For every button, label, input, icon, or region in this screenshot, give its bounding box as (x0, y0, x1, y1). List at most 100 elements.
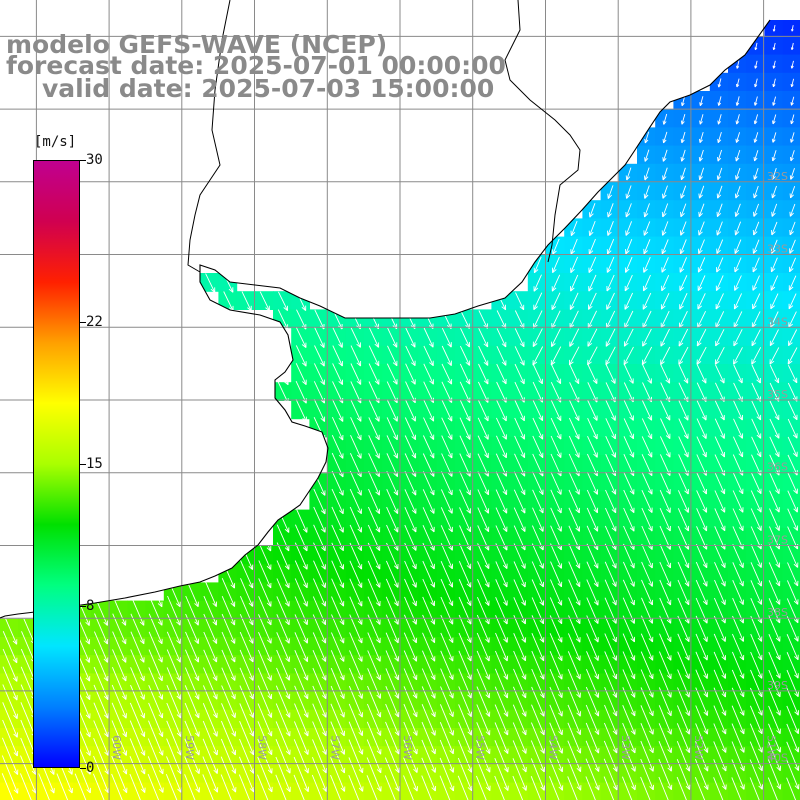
wind-arrow (202, 720, 218, 756)
wind-arrow (677, 508, 690, 532)
wind-arrow (787, 347, 798, 365)
wind-arrow (623, 418, 635, 440)
wind-arrow (696, 400, 707, 421)
field-cell (764, 72, 784, 92)
wind-arrow (2, 648, 18, 682)
wind-arrow (750, 669, 763, 698)
field-cell (582, 236, 602, 256)
field-cell (582, 345, 602, 365)
wind-arrow (513, 597, 526, 625)
wind-arrow (458, 650, 472, 680)
wind-arrow (694, 777, 706, 800)
field-cell (728, 182, 747, 201)
field-cell (655, 254, 674, 274)
field-cell (673, 345, 693, 365)
wind-arrow (531, 650, 545, 680)
wind-arrow (568, 597, 581, 625)
wind-arrow (736, 60, 740, 69)
wind-arrow (366, 721, 382, 755)
wind-arrow (386, 524, 399, 551)
wind-arrow (676, 776, 687, 800)
wind-arrow (220, 774, 232, 800)
wind-arrow (294, 614, 309, 644)
wind-arrow (423, 399, 435, 422)
wind-arrow (223, 273, 234, 293)
field-cell (728, 72, 747, 92)
wind-arrow (790, 132, 795, 143)
field-cell (655, 127, 674, 147)
wind-arrow (384, 775, 396, 800)
wind-arrow (513, 507, 526, 532)
colorbar-tick-mark (80, 160, 86, 161)
field-cell (582, 273, 602, 292)
wind-arrow (1, 755, 19, 794)
wind-arrow (622, 633, 636, 661)
wind-arrow (694, 759, 709, 790)
wind-arrow (421, 668, 436, 699)
wind-arrow (129, 738, 146, 775)
wind-arrow (717, 96, 722, 106)
wind-arrow (348, 703, 364, 737)
wind-arrow (786, 616, 799, 642)
wind-arrow (659, 436, 671, 458)
wind-arrow (530, 776, 542, 800)
wind-arrow (622, 669, 636, 698)
wind-arrow (658, 741, 673, 772)
wind-arrow (203, 595, 218, 626)
wind-arrow (367, 632, 381, 662)
wind-arrow (367, 596, 381, 625)
field-cell (782, 673, 800, 693)
wind-arrow (768, 580, 781, 605)
wind-arrow (585, 686, 600, 717)
wind-arrow (640, 615, 654, 643)
wind-arrow (567, 633, 581, 661)
wind-arrow (607, 185, 614, 199)
wind-arrow (312, 650, 327, 681)
wind-arrow (734, 257, 742, 273)
wind-arrow (275, 756, 291, 793)
wind-arrow (257, 774, 269, 800)
wind-arrow (606, 274, 615, 292)
wind-arrow (532, 417, 544, 440)
wind-arrow (312, 739, 327, 774)
wind-arrow (276, 649, 291, 681)
wind-arrow (387, 345, 398, 367)
wind-arrow (332, 363, 344, 385)
wind-arrow (349, 488, 362, 515)
field-cell (618, 291, 638, 310)
wind-arrow (348, 721, 364, 755)
wind-arrow (714, 562, 726, 587)
wind-arrow (2, 684, 18, 720)
wind-arrow (586, 579, 599, 606)
wind-arrow (476, 704, 491, 736)
wind-arrow (732, 597, 744, 624)
wind-arrow (404, 596, 417, 625)
wind-arrow (367, 542, 381, 570)
wind-arrow (679, 257, 688, 273)
field-cell (782, 236, 800, 256)
field-cell (655, 163, 674, 183)
field-cell (709, 145, 729, 165)
wind-arrow (312, 632, 327, 662)
wind-arrow (715, 275, 724, 291)
field-cell (527, 327, 547, 347)
wind-arrow (495, 417, 507, 440)
wind-arrow (677, 543, 690, 569)
wind-arrow (607, 221, 614, 236)
wind-arrow (680, 113, 686, 125)
wind-arrow (184, 774, 196, 800)
field-cell (673, 109, 693, 128)
field-cell (637, 218, 656, 238)
wind-arrow (569, 292, 579, 310)
wind-arrow (551, 256, 560, 274)
wind-arrow (769, 418, 780, 439)
wind-arrow (786, 634, 799, 661)
wind-arrow (476, 597, 490, 625)
wind-arrow (276, 614, 290, 644)
coastline (0, 0, 771, 619)
wind-arrow (349, 560, 363, 588)
wind-arrow (698, 149, 704, 162)
wind-arrow (531, 686, 545, 717)
wind-arrow (459, 417, 471, 440)
wind-arrow (294, 560, 308, 589)
